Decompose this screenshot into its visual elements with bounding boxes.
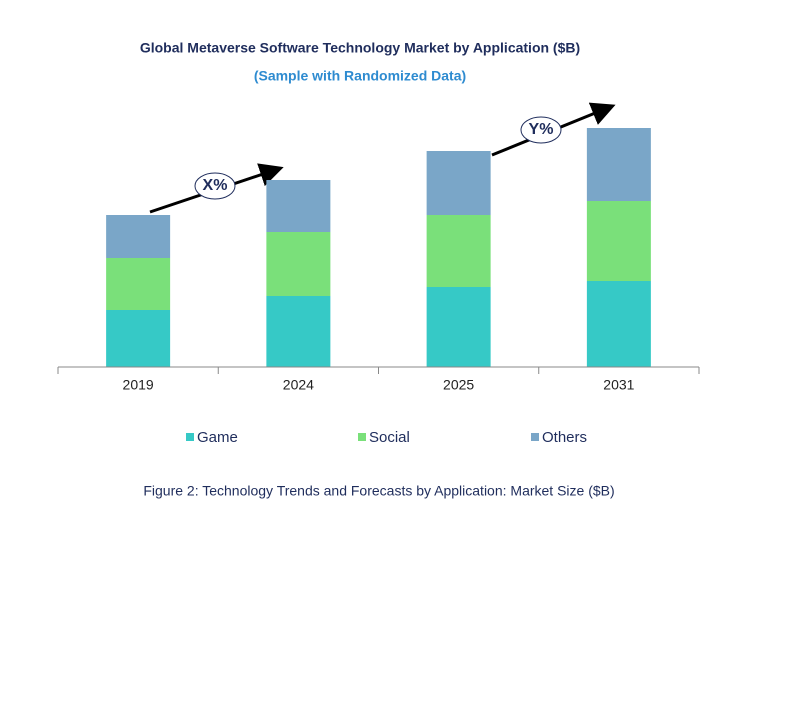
x-tick-label: 2019 <box>123 377 154 393</box>
bar-segment <box>426 151 491 215</box>
bar-segment <box>586 128 651 201</box>
chart-title: Global Metaverse Software Technology Mar… <box>140 40 580 56</box>
x-tick-label: 2024 <box>283 377 314 393</box>
bar-segment <box>586 201 651 281</box>
bar-segment <box>266 232 331 296</box>
legend-swatch <box>531 433 539 441</box>
bar-segment <box>586 281 651 367</box>
legend-swatch <box>358 433 366 441</box>
growth-arrow: Y% <box>491 102 616 157</box>
legend-label: Others <box>542 429 587 446</box>
bar-segment <box>426 287 491 367</box>
bar-segment <box>106 310 171 367</box>
legend-label: Game <box>197 429 238 446</box>
annotation: X% <box>203 177 228 194</box>
annotation: Y% <box>529 121 554 138</box>
x-tick-label: 2025 <box>443 377 474 393</box>
bar-segment <box>266 296 331 367</box>
bar-segment <box>106 258 171 310</box>
caption: Figure 2: Technology Trends and Forecast… <box>143 483 614 499</box>
bar-segment <box>426 215 491 287</box>
bar-segment <box>106 215 171 258</box>
legend-swatch <box>186 433 194 441</box>
bar-segment <box>266 180 331 232</box>
legend-label: Social <box>369 429 410 446</box>
growth-arrow: X% <box>149 163 284 214</box>
x-tick-label: 2031 <box>603 377 634 393</box>
chart-subtitle: (Sample with Randomized Data) <box>254 68 466 84</box>
